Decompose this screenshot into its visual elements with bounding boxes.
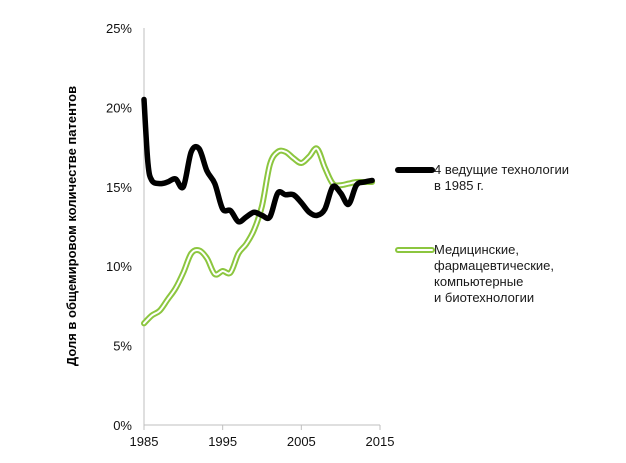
y-tick-label: 0% [113, 418, 132, 433]
y-tick-label: 20% [106, 100, 132, 115]
legend-label-line: фармацевтические, [434, 258, 554, 273]
x-tick-label: 1995 [208, 434, 237, 449]
series-line-medical-inner [143, 147, 374, 325]
y-tick-label: 5% [113, 339, 132, 354]
legend-label-line: 4 ведущие технологии [434, 162, 569, 177]
series-layer [141, 96, 376, 327]
y-tick-label: 15% [106, 180, 132, 195]
x-tick-label: 1985 [130, 434, 159, 449]
y-tick-label: 25% [106, 21, 132, 36]
y-tick-label: 10% [106, 259, 132, 274]
x-tick-label: 2015 [366, 434, 395, 449]
y-tick-labels: 0% 5% 10% 15% 20% 25% [106, 21, 132, 433]
y-axis-label: Доля в общемировом количестве патентов [64, 86, 79, 366]
legend-label-line: и биотехнологии [434, 290, 534, 305]
series-line-top4 [141, 96, 375, 225]
legend-label-line: компьютерные [434, 274, 523, 289]
legend-label: Медицинские, фармацевтические, компьютерны… [434, 242, 554, 305]
legend-label-line: в 1985 г. [434, 178, 484, 193]
legend: 4 ведущие технологии в 1985 г. Медицинские… [395, 162, 569, 305]
series-line-medical-outline [141, 145, 376, 327]
x-tick-label: 2005 [287, 434, 316, 449]
legend-label: 4 ведущие технологии в 1985 г. [434, 162, 569, 193]
axes [143, 28, 380, 426]
legend-label-line: Медицинские, [434, 242, 519, 257]
x-tick-labels: 1985 1995 2005 2015 [130, 425, 395, 449]
